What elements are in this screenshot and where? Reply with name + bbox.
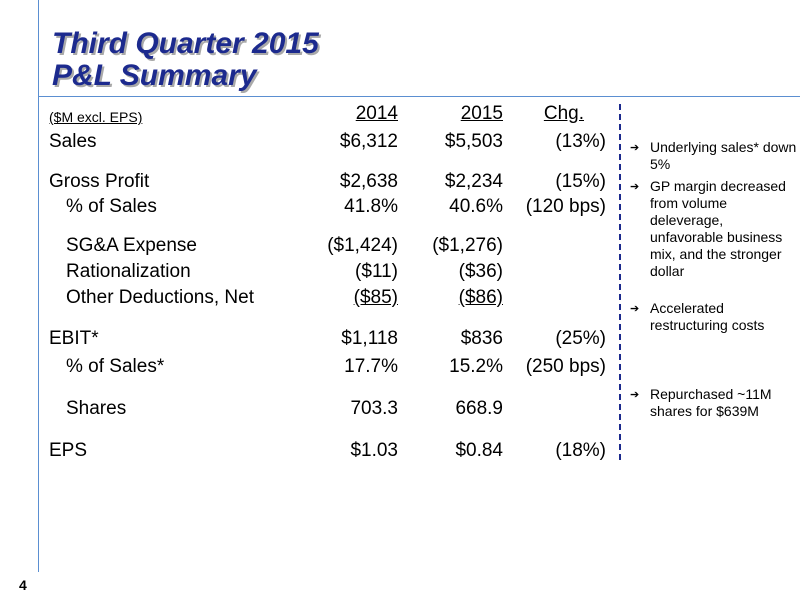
- table-row: % of Sales 41.8% 40.6% (120 bps): [0, 196, 620, 220]
- commentary-text: Underlying sales* down 5%: [650, 139, 797, 172]
- table-row: Sales $6,312 $5,503 (13%): [0, 131, 620, 155]
- table-row: % of Sales* 17.7% 15.2% (250 bps): [0, 356, 620, 380]
- value-2014: ($85): [353, 287, 398, 308]
- value-2014: 17.7%: [344, 356, 398, 377]
- row-label: EBIT*: [49, 328, 99, 349]
- slide-title: Third Quarter 2015 P&L Summary: [52, 28, 319, 92]
- commentary-text: GP margin decreased from volume delevera…: [650, 178, 786, 279]
- value-2015: ($36): [458, 261, 503, 282]
- header-change: Chg.: [543, 103, 584, 124]
- right-arrow-icon: ➔: [630, 389, 640, 401]
- commentary-text: Repurchased ~11M shares for $639M: [650, 386, 772, 419]
- value-2015: ($86): [458, 287, 503, 308]
- value-2014: ($11): [355, 261, 398, 282]
- table-row: EPS $1.03 $0.84 (18%): [0, 440, 620, 464]
- value-2015: $5,503: [444, 131, 503, 152]
- commentary-text: Accelerated restructuring costs: [650, 300, 765, 333]
- value-change: (15%): [555, 171, 606, 192]
- value-2014: $1,118: [341, 328, 398, 349]
- row-label: EPS: [49, 440, 88, 461]
- row-label: SG&A Expense: [66, 235, 197, 256]
- row-label: Shares: [66, 398, 127, 419]
- title-rule: [38, 96, 800, 97]
- value-2015: 40.6%: [449, 196, 503, 217]
- value-2015: 668.9: [455, 398, 503, 419]
- value-2015: $836: [460, 328, 503, 349]
- value-2015: $0.84: [455, 440, 503, 461]
- left-rule: [38, 0, 39, 572]
- value-change: (13%): [555, 131, 606, 152]
- right-arrow-icon: ➔: [630, 303, 640, 315]
- row-label: Other Deductions, Net: [66, 287, 254, 308]
- value-2014: 41.8%: [344, 196, 398, 217]
- value-2015: ($1,276): [432, 235, 503, 256]
- page-number: 4: [19, 577, 27, 593]
- value-2014: $1.03: [350, 440, 398, 461]
- row-label: % of Sales: [66, 196, 157, 217]
- value-2014: ($1,424): [327, 235, 398, 256]
- value-2014: 703.3: [350, 398, 398, 419]
- table-row: EBIT* $1,118 $836 (25%): [0, 328, 620, 352]
- row-label: Gross Profit: [49, 171, 150, 192]
- table-row: Rationalization ($11) ($36): [0, 261, 620, 285]
- value-2015: $2,234: [444, 171, 503, 192]
- table-row: Other Deductions, Net ($85) ($86): [0, 287, 620, 311]
- header-2015: 2015: [460, 103, 503, 124]
- value-change: (25%): [555, 328, 606, 349]
- header-2014: 2014: [355, 103, 398, 124]
- title-line-2: P&L Summary: [52, 59, 257, 92]
- value-change: (18%): [555, 440, 606, 461]
- title-line-1: Third Quarter 2015: [52, 27, 319, 60]
- units-label: ($M excl. EPS): [49, 109, 143, 125]
- right-arrow-icon: ➔: [630, 181, 640, 193]
- right-arrow-icon: ➔: [630, 142, 640, 154]
- row-label: % of Sales*: [66, 356, 165, 377]
- table-row: SG&A Expense ($1,424) ($1,276): [0, 235, 620, 259]
- value-2014: $6,312: [339, 131, 398, 152]
- table-row: Gross Profit $2,638 $2,234 (15%): [0, 171, 620, 195]
- column-divider: [619, 104, 621, 460]
- row-label: Rationalization: [66, 261, 191, 282]
- table-row: Shares 703.3 668.9: [0, 398, 620, 422]
- value-change: (250 bps): [525, 356, 606, 377]
- row-label: Sales: [49, 131, 97, 152]
- value-change: (120 bps): [525, 196, 606, 217]
- value-2014: $2,638: [339, 171, 398, 192]
- value-2015: 15.2%: [449, 356, 503, 377]
